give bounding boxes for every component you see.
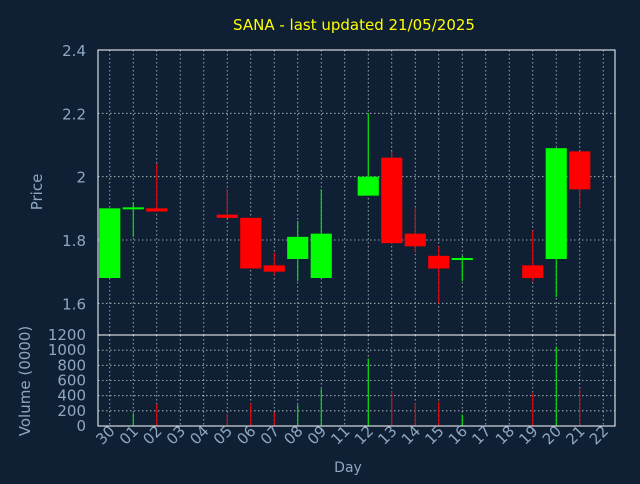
candle-body [381, 157, 403, 244]
price-tick-label: 1.6 [62, 295, 86, 313]
price-panel-border [97, 49, 616, 336]
price-tick-label: 1.8 [62, 232, 86, 250]
volume-panel-border [97, 334, 616, 427]
candle-body [569, 151, 591, 190]
volume-tick-label: 600 [57, 372, 86, 390]
price-tick-label: 2.4 [62, 42, 86, 60]
candle-body [216, 214, 238, 218]
price-tick-label: 2 [76, 169, 86, 187]
candle-body [122, 207, 144, 210]
marks-layer [99, 113, 591, 426]
candle-body [357, 176, 379, 196]
volume-tick-label: 800 [57, 356, 86, 374]
price-axis-label: Price [28, 174, 46, 211]
candle-body [240, 217, 262, 269]
candle-body [99, 208, 121, 278]
candle-body [404, 233, 426, 247]
volume-tick-label: 1000 [48, 341, 86, 359]
grid-layer [98, 49, 615, 427]
candle-body [263, 265, 285, 272]
volume-tick-label: 0 [76, 417, 86, 435]
candle-body [545, 148, 567, 259]
candle-body [310, 233, 332, 278]
candle-body [287, 236, 309, 259]
volume-tick-label: 400 [57, 387, 86, 405]
volume-tick-label: 1200 [48, 326, 86, 344]
volume-axis-label: Volume (0000) [16, 326, 34, 436]
candle-body [451, 258, 473, 260]
chart-title: SANA - last updated 21/05/2025 [233, 16, 475, 34]
candle-body [522, 265, 544, 278]
price-tick-label: 2.2 [62, 105, 86, 123]
volume-tick-label: 200 [57, 402, 86, 420]
x-axis-label: Day [334, 460, 362, 476]
candle-body [146, 208, 168, 212]
candle-body [428, 255, 450, 269]
